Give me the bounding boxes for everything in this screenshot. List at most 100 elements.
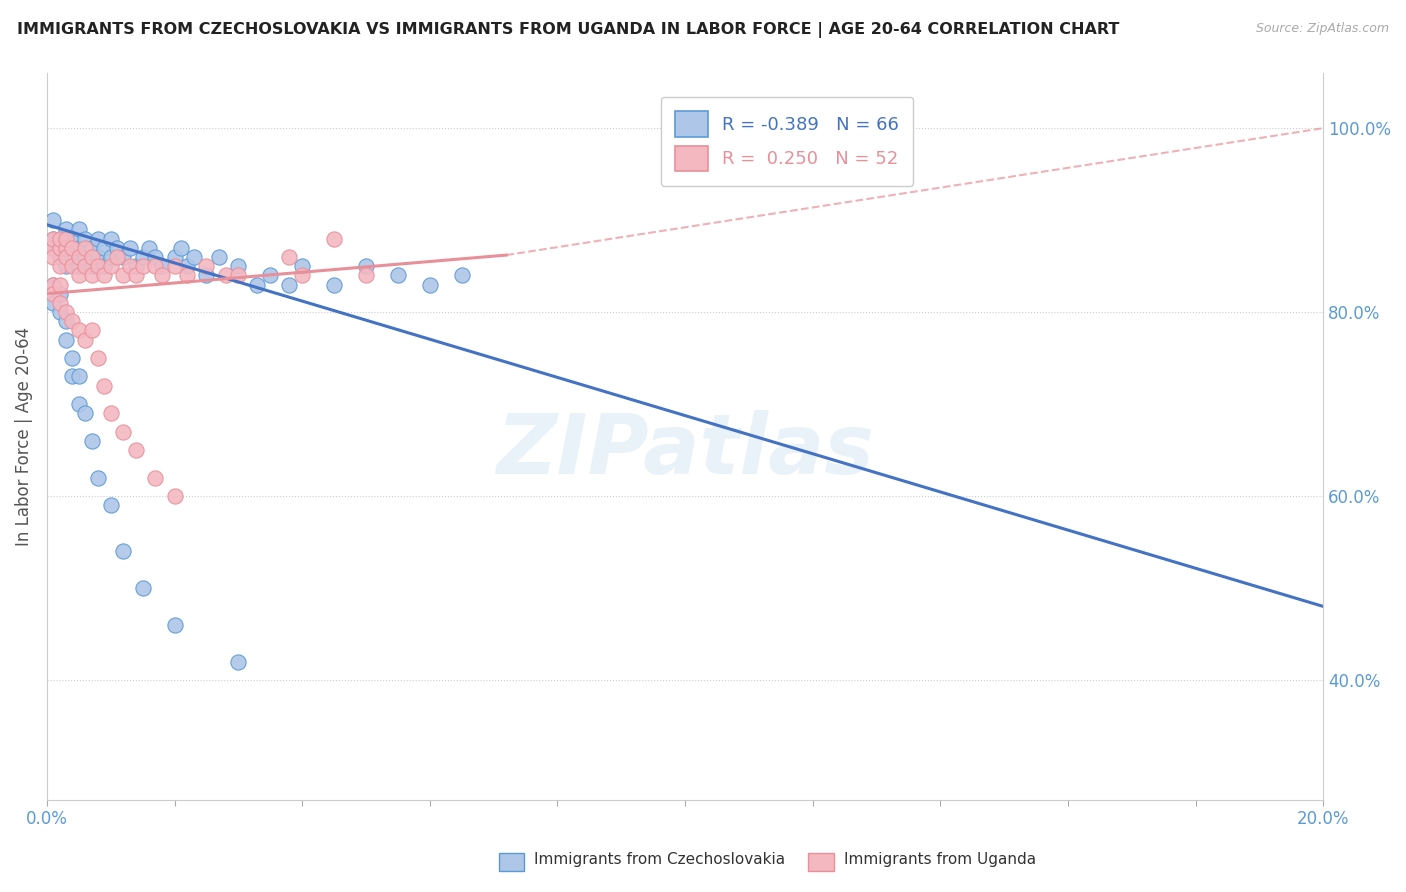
Point: [67, 222, 90, 236]
Point: [75, 231, 97, 245]
Point: [176, 259, 198, 273]
Point: [55, 305, 77, 319]
Point: [105, 250, 128, 264]
Point: [67, 397, 90, 411]
Point: [75, 250, 97, 264]
Point: [228, 268, 250, 283]
Point: [75, 241, 97, 255]
Point: [42, 296, 65, 310]
Point: [42, 241, 65, 255]
Point: [214, 268, 236, 283]
Point: [67, 241, 90, 255]
Point: [150, 259, 173, 273]
Point: [112, 544, 135, 558]
Point: [176, 268, 198, 283]
Point: [93, 241, 115, 255]
Point: [419, 277, 441, 292]
Point: [55, 314, 77, 328]
Point: [62, 259, 84, 273]
Point: [87, 259, 110, 273]
Point: [145, 470, 167, 484]
Point: [55, 241, 77, 255]
Legend: R = -0.389   N = 66, R =  0.250   N = 52: R = -0.389 N = 66, R = 0.250 N = 52: [661, 96, 914, 186]
Point: [62, 369, 84, 384]
Point: [55, 250, 77, 264]
Point: [195, 259, 218, 273]
Point: [131, 259, 153, 273]
Point: [112, 425, 135, 439]
Point: [42, 277, 65, 292]
Point: [62, 231, 84, 245]
Point: [42, 250, 65, 264]
Point: [48, 259, 70, 273]
Point: [67, 268, 90, 283]
Point: [62, 314, 84, 328]
Point: [145, 250, 167, 264]
Text: IMMIGRANTS FROM CZECHOSLOVAKIA VS IMMIGRANTS FROM UGANDA IN LABOR FORCE | AGE 20: IMMIGRANTS FROM CZECHOSLOVAKIA VS IMMIGR…: [17, 22, 1119, 38]
Point: [62, 241, 84, 255]
Text: ZIPatlas: ZIPatlas: [496, 410, 875, 491]
Point: [55, 241, 77, 255]
Point: [42, 231, 65, 245]
Point: [48, 277, 70, 292]
Point: [55, 222, 77, 236]
Point: [62, 250, 84, 264]
Point: [291, 268, 314, 283]
Point: [75, 259, 97, 273]
Point: [55, 333, 77, 347]
Point: [75, 406, 97, 420]
Point: [93, 268, 115, 283]
Point: [118, 259, 141, 273]
Point: [93, 378, 115, 392]
Point: [48, 231, 70, 245]
Point: [75, 333, 97, 347]
Point: [228, 655, 250, 669]
Point: [48, 250, 70, 264]
Point: [323, 231, 346, 245]
Point: [87, 231, 110, 245]
Point: [48, 241, 70, 255]
Point: [138, 241, 160, 255]
Point: [208, 250, 231, 264]
Point: [55, 259, 77, 273]
Point: [278, 250, 301, 264]
Point: [125, 259, 148, 273]
Point: [278, 277, 301, 292]
Point: [87, 470, 110, 484]
Point: [163, 250, 186, 264]
Point: [145, 259, 167, 273]
Point: [80, 434, 103, 448]
Point: [131, 581, 153, 595]
Point: [125, 268, 148, 283]
Point: [100, 250, 122, 264]
Point: [80, 250, 103, 264]
Point: [42, 286, 65, 301]
Point: [354, 268, 377, 283]
Point: [259, 268, 281, 283]
Point: [100, 259, 122, 273]
Point: [67, 259, 90, 273]
Point: [131, 250, 153, 264]
Point: [100, 406, 122, 420]
Point: [87, 351, 110, 365]
Point: [48, 231, 70, 245]
Point: [80, 241, 103, 255]
Point: [48, 241, 70, 255]
Point: [62, 351, 84, 365]
Point: [163, 259, 186, 273]
Point: [48, 296, 70, 310]
Point: [387, 268, 409, 283]
Point: [93, 259, 115, 273]
Point: [48, 305, 70, 319]
Y-axis label: In Labor Force | Age 20-64: In Labor Force | Age 20-64: [15, 326, 32, 546]
Point: [228, 259, 250, 273]
Point: [323, 277, 346, 292]
Point: [55, 231, 77, 245]
Text: Immigrants from Czechoslovakia: Immigrants from Czechoslovakia: [534, 852, 786, 867]
Point: [450, 268, 472, 283]
Point: [170, 241, 193, 255]
Point: [105, 241, 128, 255]
Point: [42, 277, 65, 292]
Point: [125, 443, 148, 458]
Point: [42, 231, 65, 245]
